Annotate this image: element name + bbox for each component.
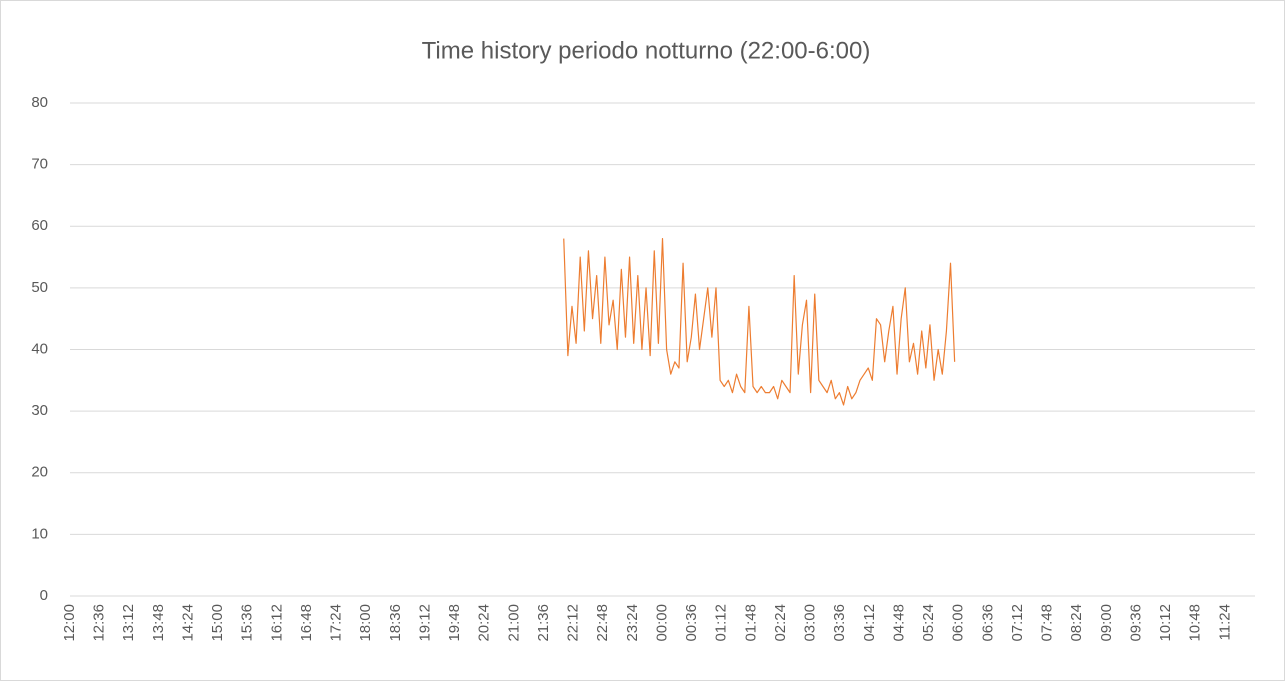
x-tick-label: 09:00 [1098,604,1115,642]
x-tick-label: 08:24 [1068,604,1085,642]
y-tick-label: 30 [31,402,48,419]
y-tick-label: 60 [31,217,48,234]
y-tick-label: 10 [31,525,48,542]
y-tick-label: 40 [31,340,48,357]
x-tick-label: 19:48 [446,604,463,642]
x-tick-label: 20:24 [476,604,493,642]
x-tick-label: 04:12 [861,604,878,642]
x-tick-label: 01:12 [713,604,730,642]
y-tick-label: 0 [40,587,48,604]
x-tick-label: 02:24 [772,604,789,642]
x-tick-label: 06:36 [979,604,996,642]
x-tick-label: 06:00 [950,604,967,642]
x-tick-label: 04:48 [890,604,907,642]
y-tick-label: 20 [31,464,48,481]
x-tick-label: 15:36 [239,604,256,642]
x-tick-label: 12:36 [91,604,108,642]
x-tick-label: 13:12 [120,604,137,642]
x-tick-label: 15:00 [209,604,226,642]
x-tick-label: 12:00 [61,604,78,642]
x-tick-label: 05:24 [920,604,937,642]
x-tick-label: 11:24 [1216,604,1233,640]
x-tick-label: 07:12 [1009,604,1026,642]
x-tick-label: 03:36 [831,604,848,642]
x-tick-label: 10:48 [1187,604,1204,642]
x-tick-label: 10:12 [1157,604,1174,642]
x-tick-label: 22:48 [594,604,611,642]
x-tick-label: 18:00 [357,604,374,642]
x-tick-label: 21:36 [535,604,552,642]
x-tick-label: 07:48 [1039,604,1056,642]
x-tick-label: 01:48 [742,604,759,642]
x-tick-label: 00:00 [653,604,670,642]
data-line [563,237,956,406]
x-tick-label: 17:24 [328,604,345,642]
x-tick-label: 16:48 [298,604,315,642]
x-tick-label: 14:24 [179,604,196,642]
x-tick-label: 21:00 [505,604,522,642]
x-tick-label: 03:00 [802,604,819,642]
chart-title: Time history periodo notturno (22:00-6:0… [422,37,871,64]
y-tick-label: 50 [31,279,48,296]
y-tick-label: 70 [31,156,48,173]
x-tick-label: 13:48 [150,604,167,642]
x-tick-label: 16:12 [268,604,285,642]
x-tick-label: 00:36 [683,604,700,642]
x-tick-label: 18:36 [387,604,404,642]
x-tick-label: 09:36 [1127,604,1144,642]
x-tick-label: 19:12 [416,604,433,642]
x-tick-label: 23:24 [624,604,641,642]
y-tick-label: 80 [31,94,48,111]
x-tick-label: 22:12 [565,604,582,642]
